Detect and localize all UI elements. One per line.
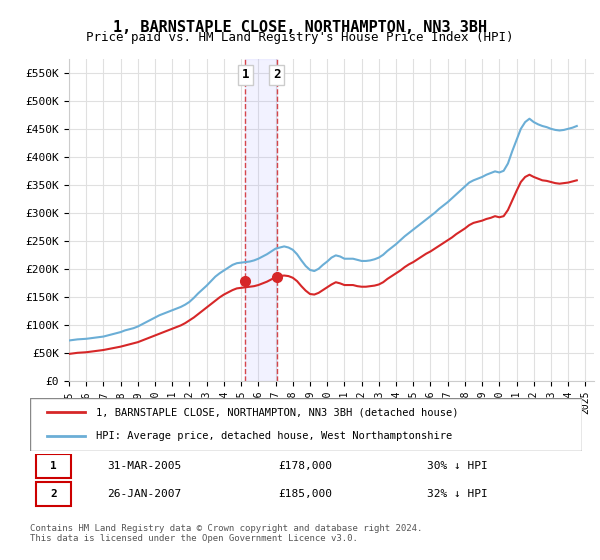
Text: £185,000: £185,000	[278, 489, 332, 499]
Text: £178,000: £178,000	[278, 461, 332, 471]
Text: 32% ↓ HPI: 32% ↓ HPI	[427, 489, 488, 499]
Text: 1: 1	[50, 461, 57, 471]
Text: 1, BARNSTAPLE CLOSE, NORTHAMPTON, NN3 3BH (detached house): 1, BARNSTAPLE CLOSE, NORTHAMPTON, NN3 3B…	[96, 408, 459, 418]
FancyBboxPatch shape	[35, 482, 71, 506]
Text: 26-JAN-2007: 26-JAN-2007	[107, 489, 182, 499]
Bar	[245, 59, 277, 381]
FancyBboxPatch shape	[30, 398, 582, 451]
Text: 1: 1	[242, 68, 249, 81]
Text: HPI: Average price, detached house, West Northamptonshire: HPI: Average price, detached house, West…	[96, 431, 452, 441]
FancyBboxPatch shape	[35, 454, 71, 478]
Text: 31-MAR-2005: 31-MAR-2005	[107, 461, 182, 471]
Text: Contains HM Land Registry data © Crown copyright and database right 2024.
This d: Contains HM Land Registry data © Crown c…	[30, 524, 422, 543]
Text: 2: 2	[50, 489, 57, 499]
Text: 2: 2	[273, 68, 281, 81]
Text: 1, BARNSTAPLE CLOSE, NORTHAMPTON, NN3 3BH: 1, BARNSTAPLE CLOSE, NORTHAMPTON, NN3 3B…	[113, 20, 487, 35]
Text: 30% ↓ HPI: 30% ↓ HPI	[427, 461, 488, 471]
Text: Price paid vs. HM Land Registry's House Price Index (HPI): Price paid vs. HM Land Registry's House …	[86, 31, 514, 44]
